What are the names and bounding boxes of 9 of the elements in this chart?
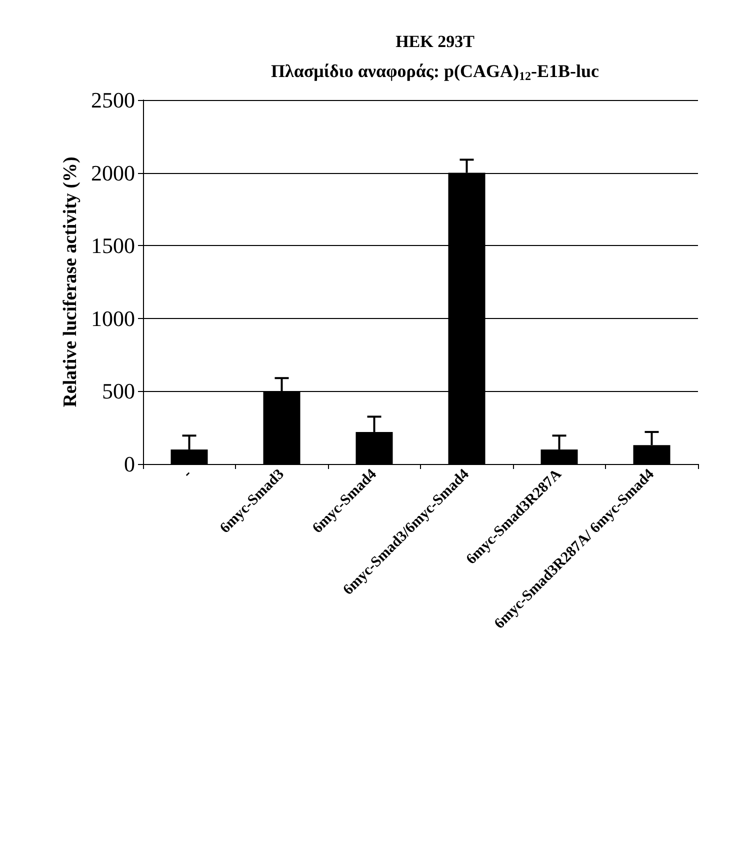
y-tick-label: 500 xyxy=(102,378,135,404)
y-tick-label: 0 xyxy=(124,452,135,476)
chart-title: HEK 293T xyxy=(396,32,476,51)
y-tick-label: 2500 xyxy=(91,88,135,112)
y-tick-label: 2000 xyxy=(91,160,135,186)
y-axis-title: Relative luciferase activity (%) xyxy=(60,156,82,408)
x-tick-label: - xyxy=(180,466,195,482)
y-tick-label: 1500 xyxy=(91,233,135,258)
y-tick-label: 1000 xyxy=(91,306,135,331)
